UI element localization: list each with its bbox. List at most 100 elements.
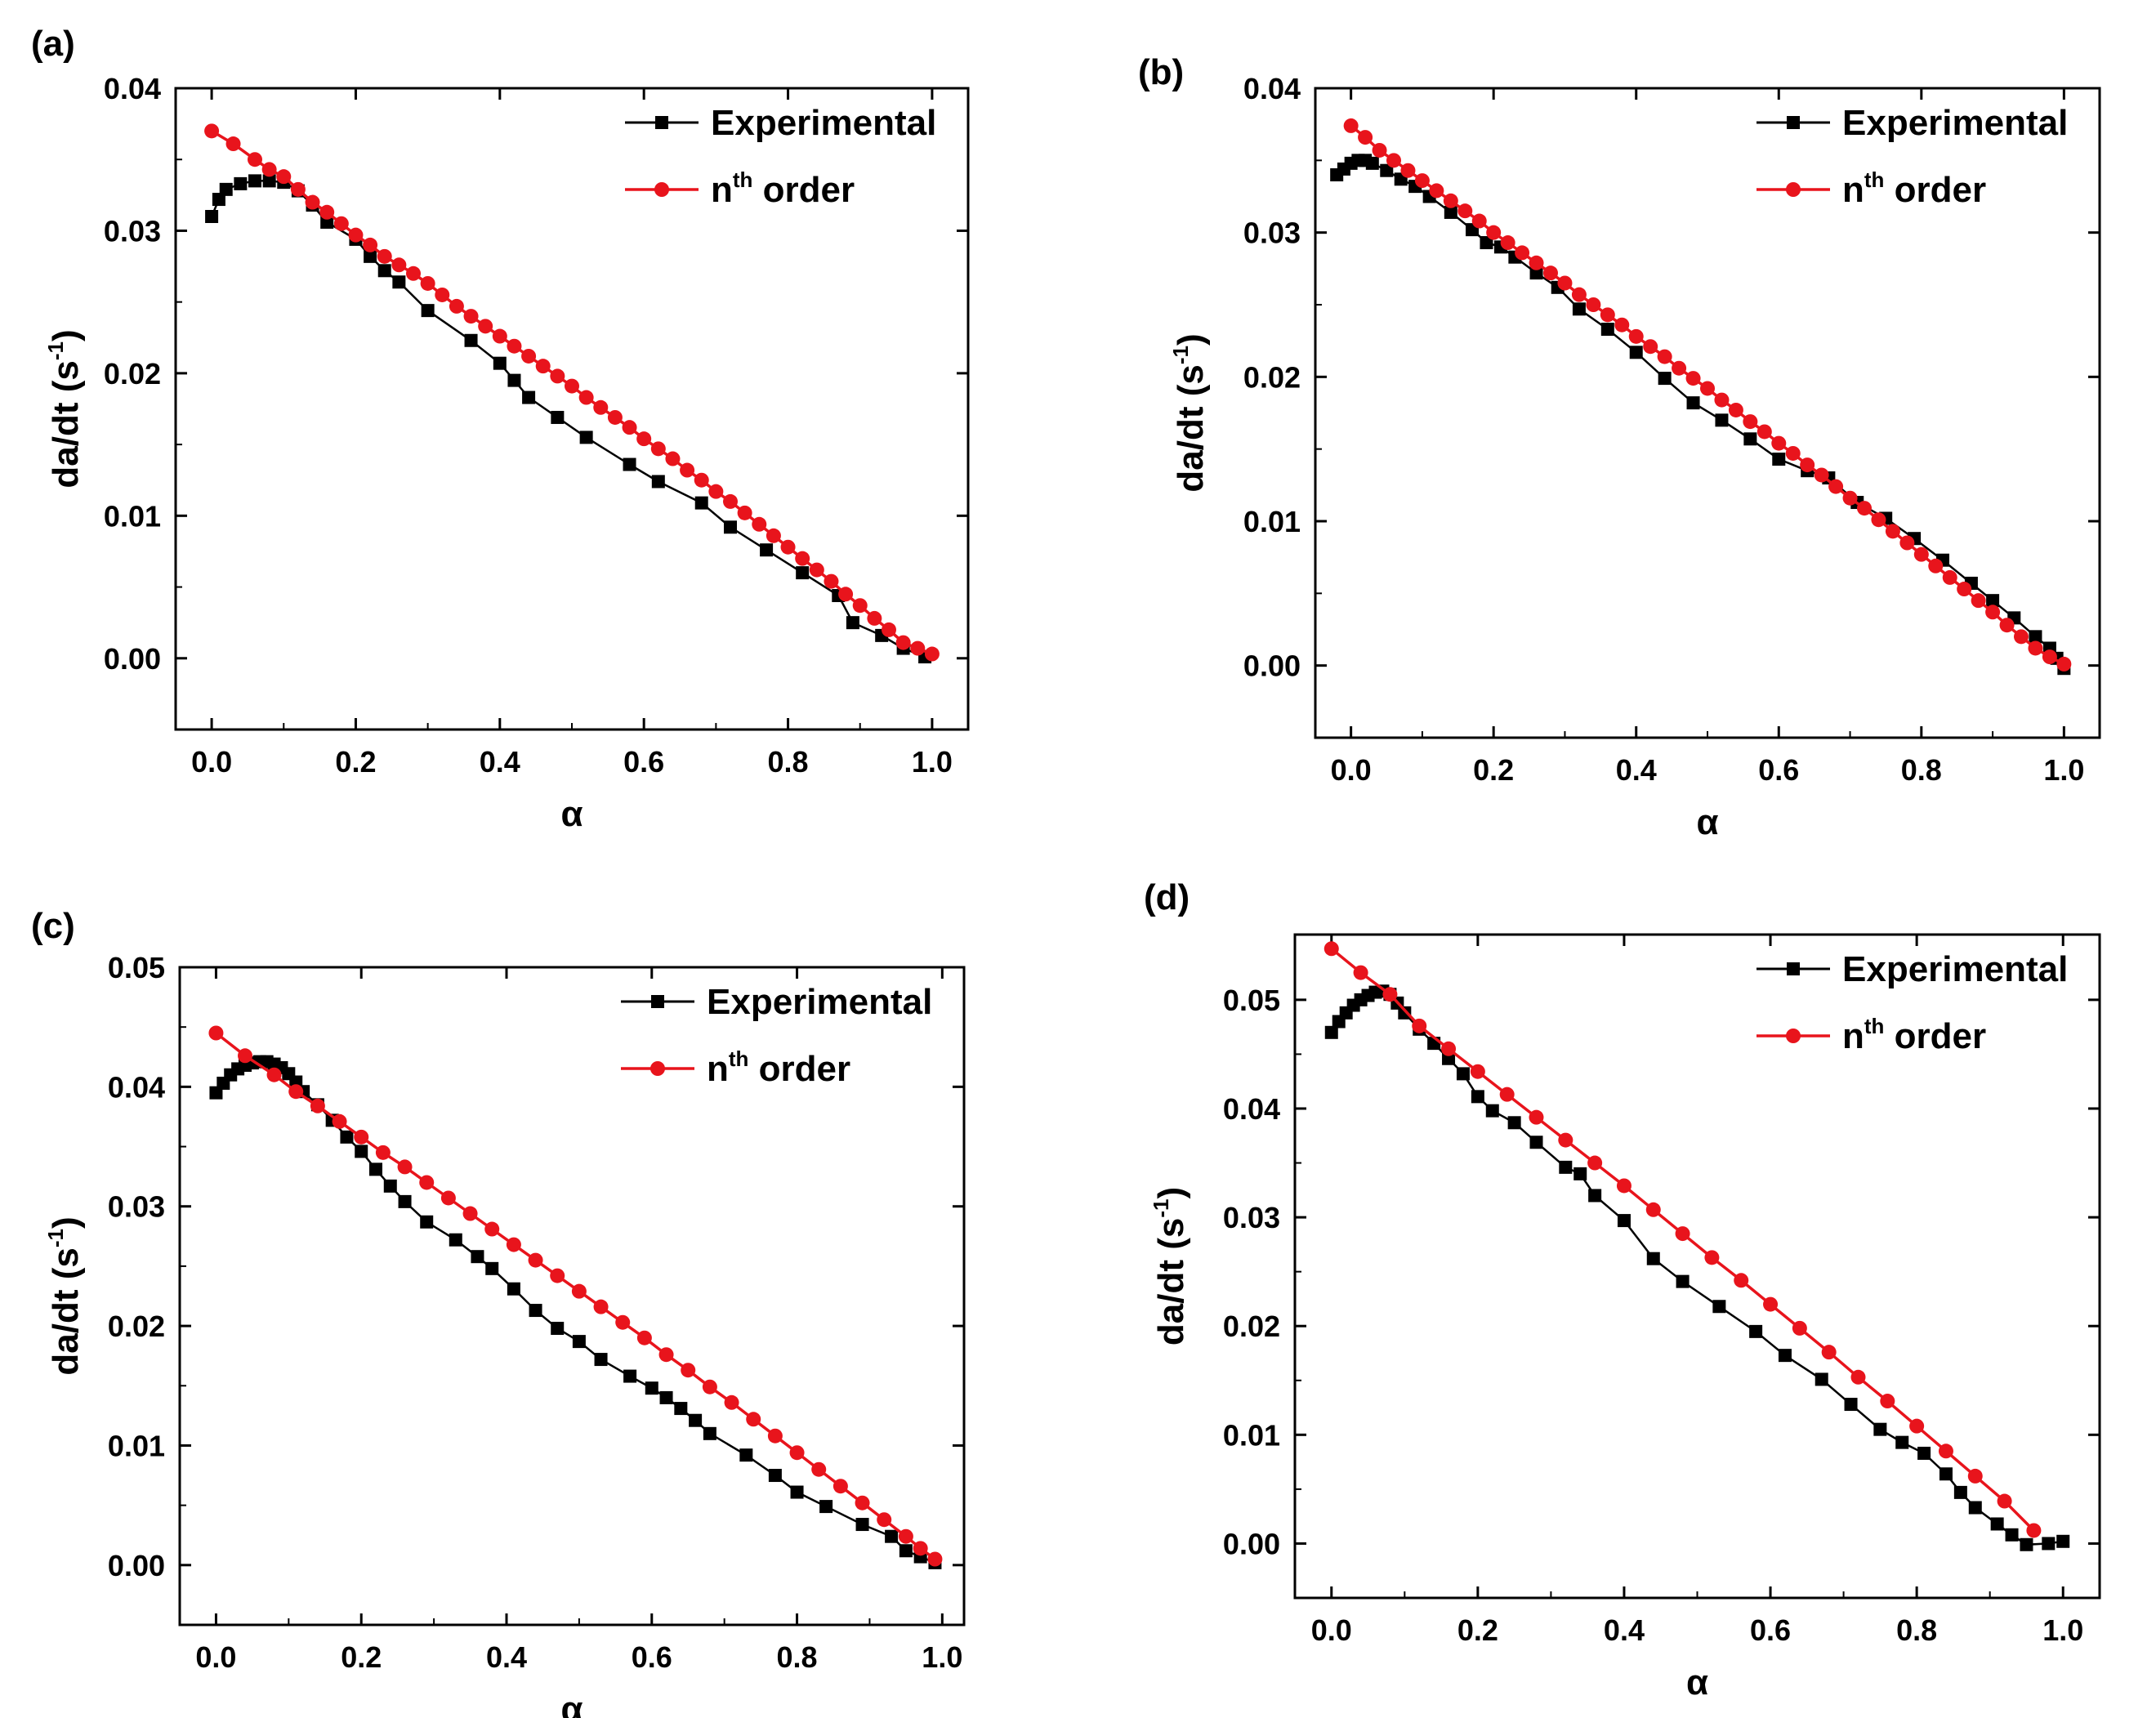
- data-point: [694, 496, 708, 510]
- series-nth-order: [1343, 118, 2072, 672]
- data-point: [1771, 435, 1787, 451]
- data-point: [305, 194, 320, 210]
- y-tick-label: 0.03: [104, 214, 161, 248]
- data-point: [550, 368, 565, 384]
- data-point: [1586, 297, 1601, 312]
- y-axis-title: da/dt (s-1): [43, 329, 86, 488]
- data-point: [2056, 1534, 2070, 1548]
- data-point: [2028, 640, 2043, 656]
- data-point: [2005, 1528, 2019, 1542]
- data-point: [1999, 618, 2015, 633]
- y-tick-label: 0.02: [1223, 1310, 1280, 1343]
- data-point: [363, 237, 378, 252]
- data-point: [913, 1541, 928, 1556]
- data-point: [550, 1268, 565, 1283]
- data-point: [1821, 1345, 1837, 1360]
- data-point: [340, 1130, 354, 1144]
- data-point: [594, 1353, 608, 1367]
- data-point: [1444, 205, 1457, 219]
- y-tick-label: 0.04: [1223, 1092, 1280, 1126]
- data-point: [1573, 1167, 1587, 1180]
- data-point: [680, 462, 695, 478]
- series-line: [210, 180, 926, 658]
- data-point: [485, 1261, 499, 1275]
- panel-label: (a): [31, 24, 75, 64]
- data-point: [319, 204, 335, 220]
- legend: Experimental nth order: [1756, 949, 2068, 1056]
- data-point: [645, 1381, 658, 1395]
- data-point: [1486, 225, 1502, 240]
- data-point: [780, 539, 796, 555]
- data-point: [665, 451, 681, 466]
- data-point: [1500, 235, 1515, 251]
- data-point: [1657, 349, 1672, 364]
- x-tick-label: 1.0: [922, 1640, 962, 1674]
- data-point: [551, 410, 565, 424]
- data-point: [1507, 1116, 1521, 1130]
- data-point: [1704, 1250, 1720, 1265]
- y-tick-label: 0.00: [108, 1549, 165, 1582]
- data-point: [248, 152, 262, 167]
- data-point: [1985, 605, 2001, 620]
- data-point: [535, 359, 551, 374]
- data-point: [354, 1129, 369, 1145]
- data-point: [1734, 1273, 1749, 1288]
- data-point: [1324, 941, 1339, 957]
- data-point: [2014, 629, 2029, 645]
- data-point: [681, 1363, 696, 1378]
- y-tick-label: 0.00: [1243, 649, 1301, 683]
- x-tick-label: 0.6: [623, 745, 664, 779]
- data-point: [464, 333, 478, 347]
- data-point: [1558, 1132, 1573, 1148]
- data-point: [838, 587, 854, 602]
- x-tick-label: 1.0: [912, 745, 953, 779]
- data-point: [212, 193, 225, 207]
- data-point: [1499, 1087, 1515, 1102]
- data-point: [290, 181, 306, 197]
- data-point: [1382, 987, 1398, 1002]
- data-point: [565, 378, 579, 394]
- data-point: [579, 431, 593, 444]
- data-point: [1749, 1324, 1763, 1338]
- data-point: [1398, 1006, 1412, 1020]
- data-point: [767, 1428, 783, 1444]
- data-point: [708, 484, 724, 499]
- y-tick-label: 0.00: [1223, 1527, 1280, 1560]
- series-line: [215, 1060, 935, 1564]
- data-point: [1938, 1444, 1953, 1459]
- data-point: [1913, 547, 1929, 562]
- data-point: [234, 176, 248, 190]
- panel-label: (b): [1138, 52, 1184, 92]
- chart-panel: (a) 0.0 0.2 0.4 0.6 0.8 1.0 0.00 0.01 0.02 0.03 0.0…: [31, 24, 970, 834]
- data-point: [1443, 193, 1458, 208]
- data-point: [1429, 183, 1444, 199]
- data-point: [1358, 130, 1373, 145]
- data-point: [795, 551, 810, 566]
- legend-label-nth-order: nth order: [1842, 167, 1986, 210]
- x-tick-label: 0.2: [335, 745, 376, 779]
- data-point: [397, 1159, 413, 1175]
- data-point: [739, 1448, 753, 1462]
- chart-panel: (d) 0.0 0.2 0.4 0.6 0.8 1.0 0.00 0.01 0.02 0.03 0.0…: [1144, 877, 2101, 1702]
- data-point: [895, 635, 911, 650]
- data-point: [593, 399, 609, 415]
- x-tick-label: 0.4: [1604, 1613, 1645, 1647]
- data-point: [766, 528, 781, 543]
- y-tick-label: 0.04: [1243, 72, 1301, 105]
- data-point: [1772, 453, 1786, 466]
- data-point: [607, 409, 623, 425]
- data-point: [2020, 1537, 2033, 1551]
- x-tick-label: 0.8: [768, 745, 809, 779]
- y-tick-label: 0.01: [1223, 1418, 1280, 1452]
- data-point: [528, 1252, 543, 1268]
- legend-marker-nth-order: [1786, 1029, 1801, 1043]
- data-point: [1997, 1493, 2012, 1509]
- data-point: [1543, 266, 1558, 281]
- data-point: [392, 275, 406, 289]
- data-point: [1616, 1178, 1632, 1194]
- data-point: [463, 309, 479, 324]
- data-point: [1380, 163, 1394, 177]
- legend-marker-experimental: [1787, 962, 1800, 975]
- data-point: [1871, 512, 1886, 528]
- data-point: [1441, 1041, 1457, 1056]
